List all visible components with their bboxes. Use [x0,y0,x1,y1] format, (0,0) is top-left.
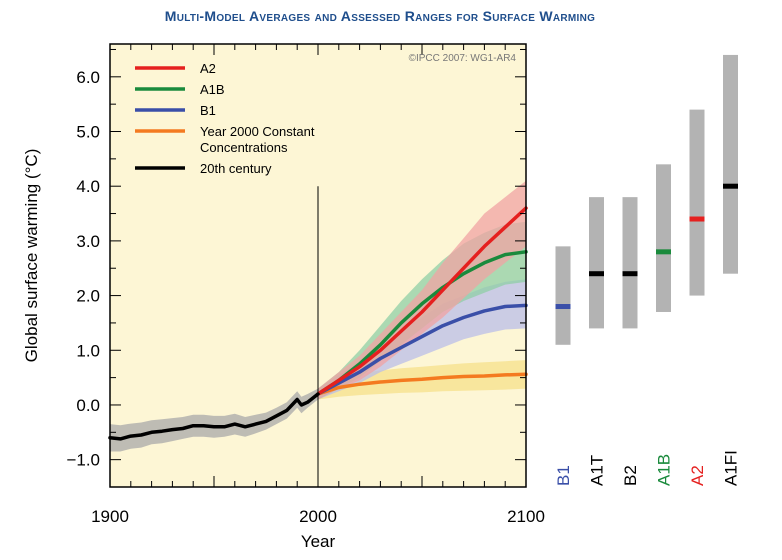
axis-ticks [109,44,527,488]
y-tick-label: 0.0 [76,396,100,415]
range-label-b2: B2 [621,465,640,486]
x-tick-label: 2100 [507,507,545,526]
range-label-b1: B1 [554,465,573,486]
range-bar-b2 [622,197,638,329]
range-bar-a1b [656,164,671,312]
axis-tick-labels: −1.0 0.0 1.0 2.0 3.0 4.0 5.0 6.0 1900 2000 2100 [66,68,544,526]
y-tick-label: 5.0 [76,123,100,142]
line-year-2000-constant-concentrations [316,372,528,396]
range-bar-a1fi [723,54,738,274]
range-bar-a1t [589,197,604,329]
x-tick-label: 2000 [299,507,337,526]
legend-label-year-2000-constant-concentrations: Concentrations [200,140,288,155]
x-tick-label: 1900 [91,507,129,526]
range-best-a1b [656,249,671,255]
range-best-a2 [689,216,705,222]
line-20th-century [108,392,320,441]
x-axis-label: Year [301,532,336,551]
line-a2 [316,206,528,396]
range-label-a1t: A1T [588,455,607,486]
y-tick-label: 4.0 [76,177,100,196]
series-lines [108,206,528,441]
range-bar-a2 [689,109,705,296]
y-tick-label: 3.0 [76,232,100,251]
range-label-a1fi: A1FI [722,450,741,486]
legend-label-a2: A2 [200,61,216,76]
legend-label-b1: B1 [200,103,216,118]
y-axis-label: Global surface warming (°C) [22,149,41,363]
range-best-b2 [622,271,638,277]
range-best-a1fi [723,183,738,189]
range-label-a2: A2 [688,465,707,486]
band-20th-century [110,388,318,452]
scenario-range-bars: B1 A1T B2 A1B A2 A1FI [554,54,741,486]
range-best-b1 [555,304,571,310]
band-a2 [318,180,526,400]
range-bar-b1 [555,246,571,345]
legend-label-a1b: A1B [200,82,225,97]
legend-label-20th-century: 20th century [200,161,272,176]
range-label-a1b: A1B [655,454,674,486]
legend-label-year-2000-constant-concentrations: Year 2000 Constant [200,124,315,139]
ipcc-credit: ©IPCC 2007: WG1-AR4 [409,53,517,64]
y-tick-label: −1.0 [66,451,100,470]
chart-title: Multi-Model Averages and Assessed Ranges… [164,8,596,24]
y-tick-label: 2.0 [76,287,100,306]
y-tick-label: 1.0 [76,341,100,360]
line-b1 [316,303,528,396]
range-best-a1t [589,271,604,277]
y-tick-label: 6.0 [76,68,100,87]
